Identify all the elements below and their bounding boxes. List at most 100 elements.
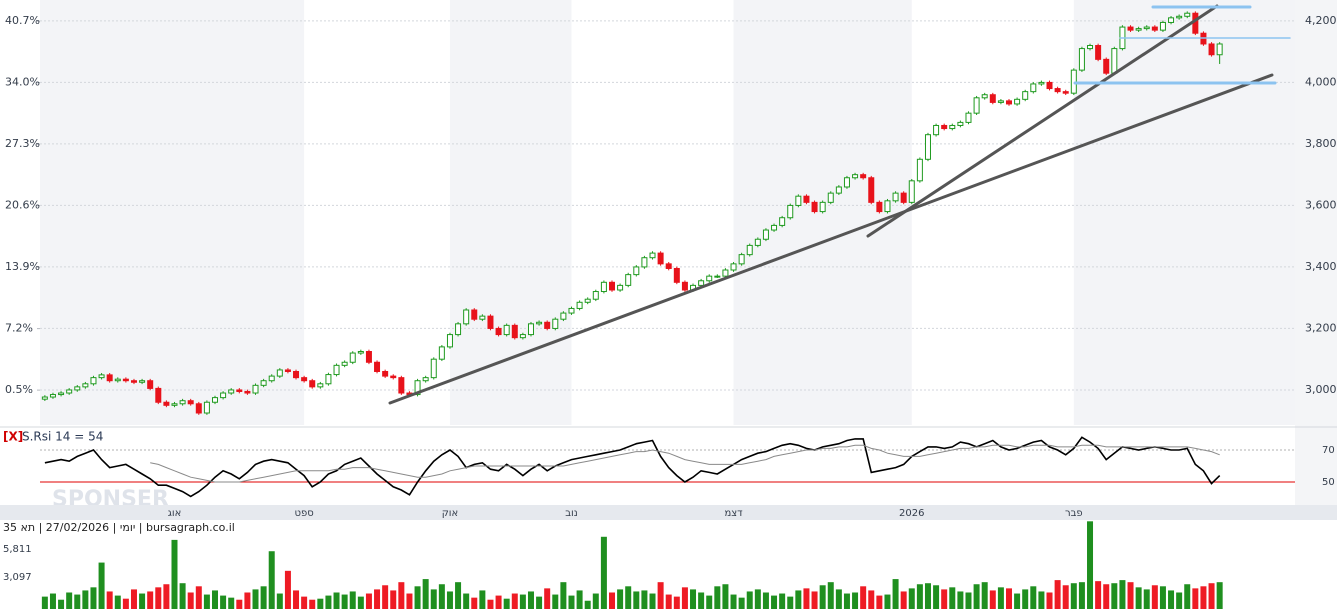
candle-body — [74, 386, 81, 391]
volume-bar — [657, 582, 664, 609]
candle-body — [438, 346, 445, 360]
volume-bar — [916, 584, 923, 609]
volume-bar — [665, 594, 672, 609]
month-band — [1073, 0, 1295, 425]
volume-bar — [973, 584, 980, 609]
candle-body — [58, 392, 65, 396]
candle-body — [779, 217, 786, 226]
candle-body — [868, 177, 875, 203]
candle-body — [252, 384, 259, 394]
candle-body — [746, 244, 753, 256]
candle-body — [236, 389, 243, 392]
candle-body — [260, 380, 267, 386]
candle-body — [835, 186, 842, 194]
volume-bar — [1070, 583, 1077, 609]
volume-bar — [309, 599, 316, 609]
volume-bar — [1030, 586, 1037, 609]
candle-body — [503, 324, 510, 336]
candle-body — [1168, 17, 1175, 23]
candle-body — [633, 266, 640, 276]
volume-bar — [1054, 580, 1061, 609]
volume-bar — [860, 586, 867, 609]
candle-body — [625, 274, 632, 286]
candle-body — [284, 369, 291, 372]
y-tick-label: 3,000 — [1305, 383, 1337, 396]
drawn-lines — [388, 4, 1291, 405]
volume-bar — [1078, 582, 1085, 609]
candle-body — [309, 380, 316, 388]
volume-bar — [252, 589, 259, 609]
candle-body — [609, 281, 616, 291]
volume-bar — [1103, 584, 1110, 609]
candle-body — [738, 254, 745, 265]
volume-bar — [1135, 587, 1142, 609]
volume-bar — [681, 587, 688, 609]
candle-body — [544, 321, 551, 329]
volume-bar — [341, 594, 348, 609]
volume-bar — [455, 582, 462, 609]
volume-bar — [949, 587, 956, 609]
volume-bar — [58, 599, 65, 609]
volume-bar — [260, 586, 267, 609]
candle-body — [398, 377, 405, 394]
candle-body — [1184, 12, 1191, 17]
candle-body — [487, 315, 494, 329]
volume-bar — [276, 593, 283, 609]
volume-bar — [268, 551, 275, 609]
candle-body — [1046, 81, 1053, 90]
volume-bar — [1159, 586, 1166, 609]
candle-body — [495, 327, 502, 336]
volume-bar — [933, 585, 940, 609]
candle-body — [819, 201, 826, 213]
volume-bar — [293, 590, 300, 609]
volume-bar — [1022, 589, 1029, 609]
candle-body — [649, 252, 656, 259]
candle-body — [803, 195, 810, 203]
candle-body — [560, 312, 567, 320]
candle-body — [754, 238, 761, 246]
volume-bar — [746, 591, 753, 609]
volume-bar — [771, 595, 778, 609]
candle-body — [212, 397, 219, 403]
candle-body — [90, 377, 97, 385]
volume-bar — [1087, 521, 1094, 609]
y-tick-label: 4,200 — [1305, 14, 1337, 27]
volume-bar — [163, 584, 170, 609]
candle-body — [333, 364, 340, 376]
candle-body — [698, 280, 705, 286]
volume-bar — [892, 579, 899, 609]
candle-body — [787, 204, 794, 219]
volume-bar — [1143, 589, 1150, 609]
volume-bar — [414, 586, 421, 609]
candle-body — [762, 229, 769, 240]
candle-body — [293, 370, 300, 379]
x-tick-label: דצמ — [724, 508, 743, 519]
rsi-close-button[interactable]: [X] — [3, 430, 23, 444]
candle-body — [341, 361, 348, 366]
candle-body — [536, 321, 543, 325]
volume-bar — [1062, 585, 1069, 609]
volume-bar — [924, 583, 931, 609]
candle-body — [1111, 48, 1118, 74]
volume-bar — [130, 589, 137, 609]
volume-bar — [568, 595, 575, 609]
volume-info: יומי | 27/02/2026 | תא 35 | bursagraph.c… — [3, 521, 235, 534]
volume-bar — [908, 588, 915, 609]
month-band — [449, 0, 572, 425]
candle-body — [163, 401, 170, 406]
candle-body — [1022, 91, 1029, 100]
candle-body — [511, 324, 518, 339]
candle-body — [471, 309, 478, 320]
volume-bar — [981, 582, 988, 609]
trend-line — [388, 73, 1274, 405]
volume-bar — [41, 596, 48, 609]
volume-bar — [187, 592, 194, 609]
candle-body — [722, 269, 729, 277]
candle-body — [203, 401, 210, 414]
candle-body — [1208, 43, 1215, 56]
rsi-line — [44, 436, 1221, 498]
candle-body — [147, 380, 154, 389]
volume-bar — [803, 588, 810, 609]
trend-line — [866, 4, 1219, 238]
